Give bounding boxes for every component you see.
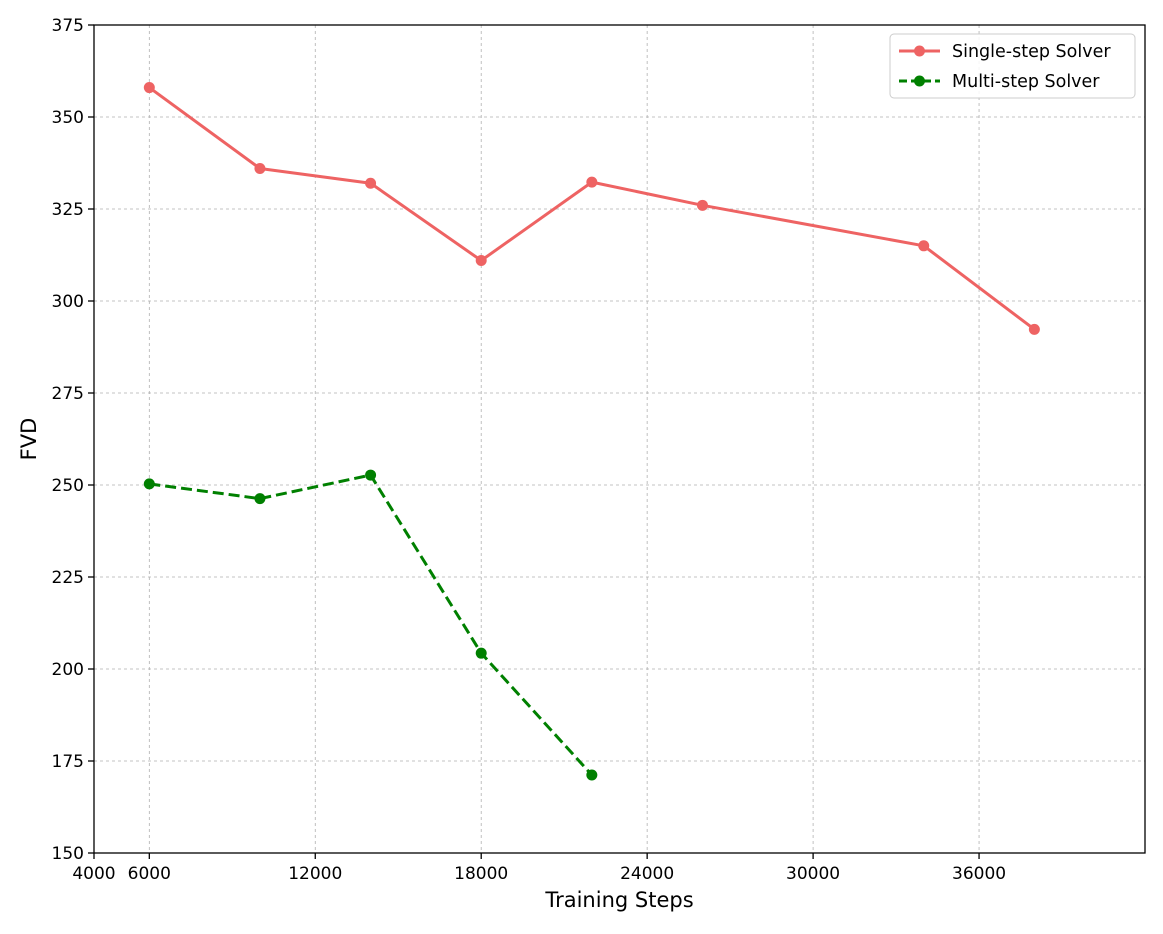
- y-tick-label: 300: [52, 292, 84, 312]
- y-tick-label: 225: [52, 568, 84, 588]
- x-tick-label: 12000: [288, 864, 342, 884]
- legend-box: [889, 33, 1136, 99]
- multi-step-solver-point: [143, 478, 155, 490]
- single-step-solver-point: [475, 255, 487, 267]
- y-tick-label: 175: [52, 752, 84, 772]
- y-tick-label: 200: [52, 660, 84, 680]
- legend: Single-step Solver Multi-step Solver: [889, 33, 1136, 99]
- multi-step-solver-series: [143, 469, 598, 781]
- y-tick-label: 350: [52, 108, 84, 128]
- single-step-solver-line: [148, 86, 1036, 331]
- single-step-solver-point: [918, 240, 930, 252]
- legend-item-single-step-solver: Single-step Solver: [899, 42, 1111, 62]
- x-tick-label: 24000: [620, 864, 674, 884]
- y-tick-label: 375: [52, 16, 84, 36]
- x-tick-label: 6000: [128, 864, 171, 884]
- legend-label: Single-step Solver: [952, 42, 1111, 62]
- multi-step-solver-line: [149, 473, 593, 776]
- x-axis-label: Training Steps: [544, 888, 693, 912]
- y-tick-label: 250: [52, 476, 84, 496]
- single-step-solver-point: [696, 199, 708, 211]
- legend-label: Multi-step Solver: [952, 72, 1100, 92]
- single-step-solver-point: [143, 82, 155, 94]
- legend-swatch-marker: [914, 75, 925, 87]
- y-tick-label: 150: [52, 844, 84, 864]
- grid: [93, 24, 1145, 854]
- axis-ticks: 4000 6000 12000 18000 24000 30000 36000 150 175 2…: [52, 16, 1007, 884]
- single-step-solver-series: [143, 82, 1040, 335]
- plot-area-frame: [93, 24, 1146, 854]
- multi-step-solver-point: [365, 469, 377, 481]
- x-tick-label: 30000: [786, 864, 840, 884]
- multi-step-solver-point: [475, 647, 487, 659]
- x-tick-label: 18000: [454, 864, 508, 884]
- legend-item-multi-step-solver: Multi-step Solver: [899, 72, 1100, 92]
- legend-swatch-marker: [914, 45, 925, 57]
- multi-step-solver-point: [254, 493, 266, 505]
- y-tick-label: 275: [52, 384, 84, 404]
- single-step-solver-point: [586, 176, 598, 188]
- single-step-solver-point: [365, 177, 377, 189]
- y-tick-label: 325: [52, 200, 84, 220]
- series-layer: [143, 82, 1040, 781]
- multi-step-solver-point: [586, 769, 598, 781]
- y-axis-label: FVD: [17, 418, 41, 461]
- single-step-solver-point: [1028, 323, 1040, 335]
- x-tick-label: 36000: [952, 864, 1006, 884]
- single-step-solver-point: [254, 163, 266, 175]
- x-tick-label: 4000: [72, 864, 115, 884]
